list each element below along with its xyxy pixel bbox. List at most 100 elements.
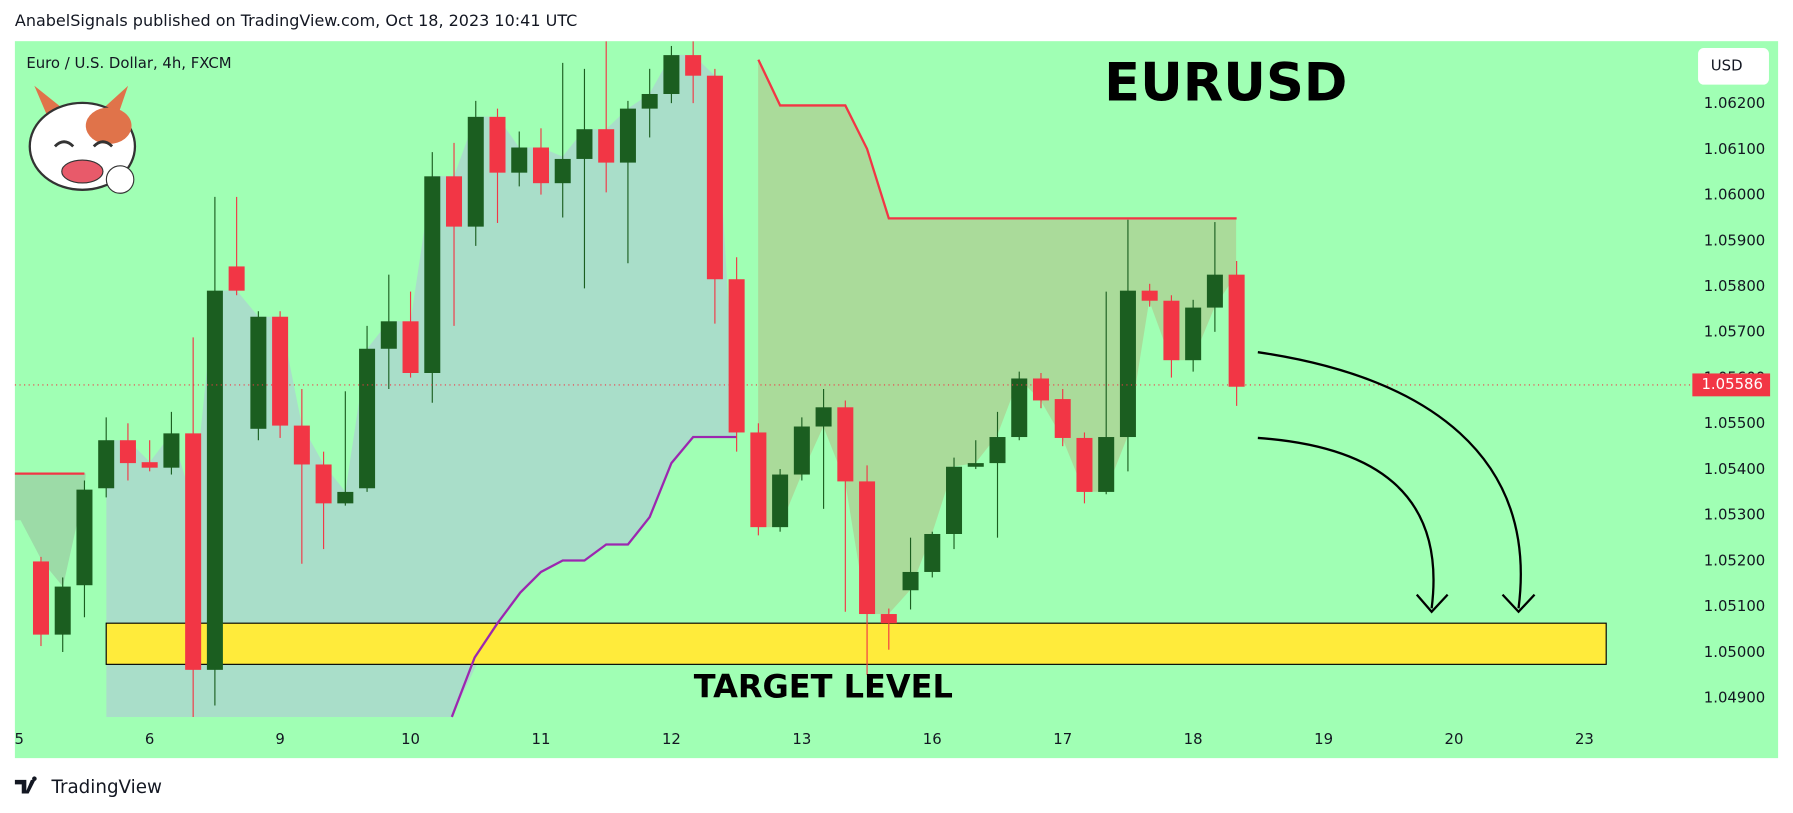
candle-body [54, 586, 71, 635]
candle-body [98, 440, 115, 489]
candle-body [1206, 274, 1223, 308]
candle-body [1228, 274, 1245, 387]
target-zone [105, 622, 1607, 665]
candle-body [511, 147, 528, 173]
candle-body [446, 176, 463, 227]
y-tick-label: 1.06000 [1704, 186, 1765, 204]
candle-body [772, 474, 789, 528]
y-tick-label: 1.05200 [1704, 551, 1765, 569]
candle-body [228, 266, 245, 291]
candle-body [1032, 378, 1049, 401]
candle-body [206, 290, 223, 670]
x-tick-label: 17 [1053, 730, 1072, 748]
candle-body [598, 129, 615, 163]
candle-body [837, 407, 854, 482]
x-tick-label: 13 [792, 730, 811, 748]
candle-body [641, 93, 658, 109]
candle-body [402, 321, 419, 373]
shade [106, 54, 737, 717]
candle-body [924, 533, 941, 572]
candle-body [946, 466, 963, 534]
arrow [1257, 351, 1536, 614]
current-price-tag [1692, 373, 1771, 397]
y-tick-label: 1.05100 [1704, 597, 1765, 615]
candle-body [380, 321, 397, 349]
x-tick-label: 10 [401, 730, 420, 748]
y-tick-label: 1.05000 [1704, 643, 1765, 661]
x-tick-label: 9 [275, 730, 284, 748]
current-price-label: 1.05586 [1701, 375, 1762, 393]
y-tick-label: 1.05300 [1704, 506, 1765, 524]
candle-body [706, 75, 723, 280]
x-tick-label: 19 [1314, 730, 1333, 748]
candle-body [793, 426, 810, 475]
candle-body [967, 463, 984, 467]
candle-body [119, 440, 136, 464]
logo-mark [14, 776, 37, 794]
indicator-line [757, 59, 1237, 220]
candle-body [989, 437, 1006, 464]
candle-body [141, 462, 158, 468]
candle-body [32, 561, 49, 635]
mascot [28, 85, 137, 194]
x-tick-label: 5 [15, 730, 24, 748]
candle-body [728, 279, 745, 433]
candle-body [76, 489, 93, 586]
y-tick-label: 1.05400 [1704, 460, 1765, 478]
logo [14, 776, 37, 794]
candle-body [1163, 300, 1180, 361]
cat-eyes [53, 140, 114, 148]
candle-body [532, 147, 549, 184]
candle-body [467, 116, 484, 227]
currency[interactable]: USD [1711, 56, 1743, 74]
shade [758, 59, 1237, 615]
currency-button[interactable] [1698, 48, 1769, 85]
annotation-title: EURUSD [1104, 52, 1347, 113]
cat-hand [105, 165, 135, 194]
candle-body [1011, 378, 1028, 438]
y-tick-label: 1.06200 [1704, 94, 1765, 112]
candle-body [554, 158, 571, 184]
brand: TradingView [50, 777, 162, 798]
cat-patch [85, 107, 132, 145]
y-tick-label: 1.05800 [1704, 277, 1765, 295]
y-tick-label: 1.04900 [1704, 689, 1765, 707]
x-tick-label: 16 [923, 730, 942, 748]
candle-body [337, 491, 354, 504]
x-tick-label: 18 [1184, 730, 1203, 748]
x-tick-label: 12 [662, 730, 681, 748]
candle-body [1141, 290, 1158, 301]
candle-body [619, 108, 636, 163]
candle-body [1119, 290, 1136, 438]
y-tick-label: 1.06100 [1704, 140, 1765, 158]
cat-mouth [61, 159, 104, 184]
candle-body [293, 425, 310, 465]
candle-body [1098, 437, 1115, 492]
candle-body [859, 481, 876, 615]
candle-body [489, 116, 506, 173]
candle-body [663, 55, 680, 94]
candle-body [359, 348, 376, 489]
indicator-line [450, 435, 737, 718]
symbol: Euro / U.S. Dollar, 4h, FXCM [26, 54, 231, 72]
candle-body [576, 129, 593, 159]
candle-body [250, 316, 267, 429]
shade [14, 473, 86, 587]
candle-body [685, 55, 702, 76]
x-tick-label: 23 [1575, 730, 1594, 748]
candle-body [880, 614, 897, 624]
plot [14, 41, 1693, 718]
arrow [1257, 436, 1449, 614]
candle-body [902, 571, 919, 591]
y-tick-label: 1.05500 [1704, 414, 1765, 432]
candle-body [163, 433, 180, 468]
candle-body [424, 176, 441, 373]
annotation-target: TARGET LEVEL [694, 667, 953, 705]
publisher: AnabelSignals published on TradingView.c… [15, 11, 577, 30]
x-tick-label: 11 [532, 730, 551, 748]
y-tick-label: 1.05700 [1704, 323, 1765, 341]
candle-body [750, 432, 767, 528]
y-tick-label: 1.05900 [1704, 231, 1765, 249]
